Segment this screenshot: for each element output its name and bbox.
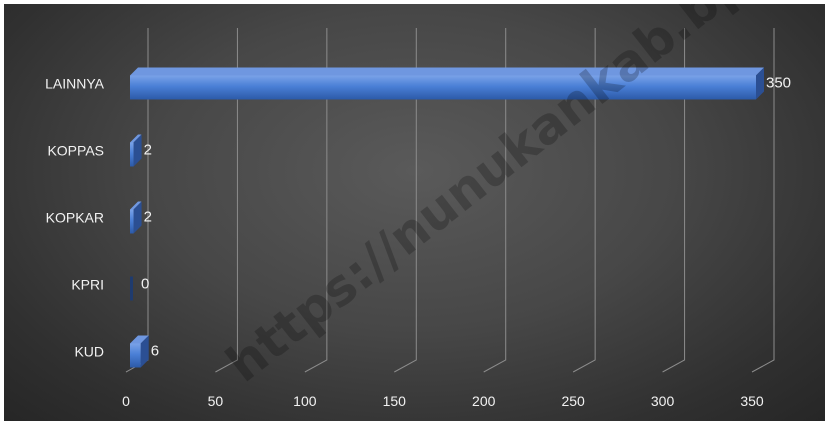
x-tick-label: 350: [740, 393, 764, 409]
bars: [130, 67, 764, 368]
gridline-350: [751, 28, 775, 373]
x-tick-label: 300: [651, 393, 675, 409]
watermark: https://nunukankab.bps.go.id: [216, 4, 825, 393]
bar-kud-side: [140, 335, 149, 368]
bar-kud: [130, 343, 141, 368]
data-label-lainnya: 350: [766, 75, 791, 92]
category-label-koppas: KOPPAS: [47, 143, 104, 159]
chart-area: 0 50 100 150 200 250 300 350 KUD 6 KPRI 0 KOPKAR 2 KOP…: [4, 4, 825, 421]
x-tick-label: 0: [122, 393, 130, 409]
x-tick-label: 150: [383, 393, 407, 409]
x-tick-label: 50: [208, 393, 224, 409]
data-label-kud: 6: [151, 343, 159, 360]
gridline-250: [572, 28, 596, 373]
bar-lainnya-top: [130, 67, 764, 76]
data-label-koppas: 2: [144, 142, 152, 159]
x-tick-label: 200: [472, 393, 496, 409]
category-label-lainnya: LAINNYA: [45, 76, 105, 92]
bar-lainnya: [130, 75, 756, 100]
x-tick-label: 250: [561, 393, 585, 409]
bar-kopkar: [130, 209, 134, 234]
gridline-100: [304, 28, 328, 373]
data-label-kopkar: 2: [144, 209, 152, 226]
bar-kopkar-top: [130, 201, 142, 210]
gridline-50: [215, 28, 238, 373]
bar-kpri: [130, 276, 133, 301]
bar-koppas: [130, 142, 134, 167]
gridline-300: [662, 28, 686, 373]
gridline-200: [483, 28, 507, 373]
bar-chart: 0 50 100 150 200 250 300 350 KUD 6 KPRI 0 KOPKAR 2 KOP…: [45, 4, 825, 410]
gridlines: [125, 28, 775, 373]
bar-kopkar-side: [133, 201, 142, 234]
bar-kud-top: [130, 335, 149, 344]
category-label-kud: KUD: [74, 344, 104, 360]
category-label-kopkar: KOPKAR: [46, 210, 104, 226]
gridline-150: [394, 28, 417, 373]
bar-koppas-side: [133, 134, 142, 167]
bar-lainnya-side: [756, 67, 764, 100]
bar-koppas-top: [130, 134, 142, 143]
x-tick-label: 100: [293, 393, 317, 409]
data-label-kpri: 0: [141, 276, 149, 293]
labels: 0 50 100 150 200 250 300 350 KUD 6 KPRI 0 KOPKAR 2 KOP…: [45, 75, 791, 410]
category-label-kpri: KPRI: [71, 277, 104, 293]
